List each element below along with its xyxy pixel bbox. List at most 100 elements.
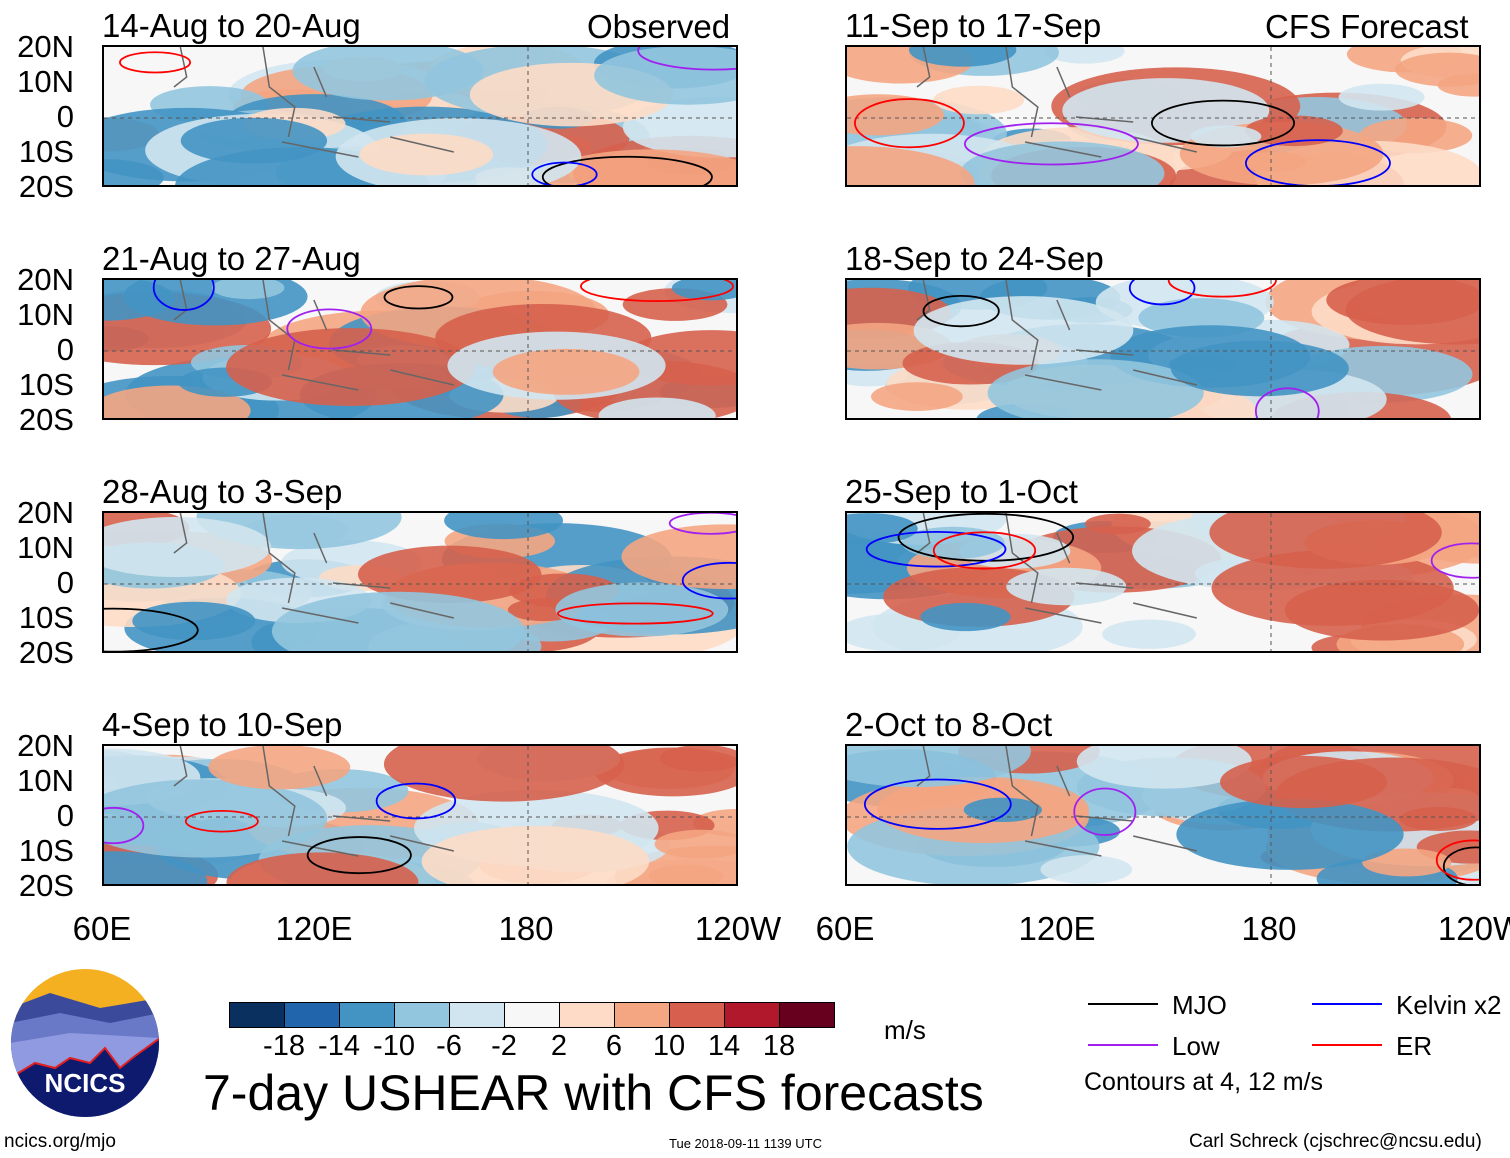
shear-anomaly-patch bbox=[1219, 755, 1388, 809]
wave-contour bbox=[1430, 542, 1479, 579]
shear-anomaly-patch bbox=[1040, 855, 1133, 884]
shear-anomaly-patch bbox=[271, 591, 525, 651]
shear-anomaly-patch bbox=[357, 545, 542, 604]
colorbar-swatch bbox=[505, 1003, 560, 1027]
map-panel bbox=[845, 45, 1481, 187]
wave-contour bbox=[637, 47, 736, 71]
lat-label: 10N bbox=[17, 64, 74, 99]
legend-line bbox=[1088, 1003, 1158, 1005]
shear-anomaly-patch bbox=[359, 133, 494, 176]
shear-anomaly-patch bbox=[104, 517, 271, 578]
lat-label: 10N bbox=[17, 530, 74, 565]
colorbar-tick: 14 bbox=[707, 1030, 741, 1062]
wave-contour bbox=[1073, 787, 1137, 836]
shear-anomaly-patch bbox=[963, 797, 1042, 823]
map-panel bbox=[845, 744, 1481, 886]
footer-url[interactable]: ncics.org/mjo bbox=[4, 1131, 116, 1152]
lon-label: 60E bbox=[72, 910, 132, 947]
shear-anomaly-patch bbox=[1170, 340, 1349, 397]
wave-contour bbox=[1151, 99, 1296, 147]
shear-anomaly-patch bbox=[444, 513, 564, 540]
coastline bbox=[916, 47, 1197, 158]
lat-label: 20S bbox=[18, 635, 74, 670]
legend-line bbox=[1088, 1044, 1158, 1046]
lat-label: 10S bbox=[18, 600, 74, 635]
shear-anomaly-patch bbox=[226, 328, 476, 407]
shear-anomaly-patch bbox=[908, 47, 1017, 67]
legend-label: ER bbox=[1396, 1031, 1433, 1061]
colorbar-units: m/s bbox=[884, 1015, 926, 1045]
shear-anomaly-patch bbox=[1362, 848, 1452, 877]
wave-contour bbox=[556, 602, 714, 625]
panel-title: 28-Aug to 3-Sep bbox=[102, 473, 343, 510]
colorbar-swatch bbox=[780, 1003, 834, 1027]
colorbar-tick: -18 bbox=[263, 1030, 305, 1062]
footer-credit: Carl Schreck (cjschrec@ncsu.edu) bbox=[1189, 1131, 1482, 1152]
shear-anomaly-patch bbox=[847, 513, 918, 545]
coastline bbox=[916, 746, 1197, 857]
shear-anomaly-patch bbox=[1084, 513, 1151, 535]
shear-anomaly-patch bbox=[1338, 83, 1425, 111]
wave-contour bbox=[932, 531, 1037, 570]
coastline bbox=[173, 513, 454, 624]
wave-contour bbox=[531, 161, 598, 185]
colorbar-swatch bbox=[670, 1003, 725, 1027]
shear-anomaly-patch bbox=[847, 746, 1031, 788]
wave-contour bbox=[1442, 846, 1479, 884]
lat-label: 0 bbox=[56, 99, 74, 134]
wave-contour bbox=[580, 280, 734, 302]
shear-anomaly-patch bbox=[871, 382, 963, 411]
lat-label: 20N bbox=[17, 495, 74, 530]
wave-contour bbox=[375, 782, 457, 820]
map-panel bbox=[845, 511, 1481, 653]
colorbar-tick: 6 bbox=[605, 1030, 623, 1062]
colorbar bbox=[229, 1002, 835, 1028]
wave-contour bbox=[152, 280, 215, 311]
shear-anomaly-patch bbox=[654, 829, 736, 859]
wave-contour bbox=[104, 806, 145, 845]
shear-anomaly-patch bbox=[292, 47, 484, 101]
lat-label: 0 bbox=[56, 332, 74, 367]
wave-contour bbox=[668, 513, 736, 535]
lat-label: 10S bbox=[18, 833, 74, 868]
wave-contour bbox=[286, 308, 373, 350]
map-panel bbox=[845, 278, 1481, 420]
lon-label: 180 bbox=[498, 910, 554, 947]
shear-anomaly-patch bbox=[1437, 74, 1479, 97]
colorbar-tick: -14 bbox=[318, 1030, 360, 1062]
logo-text: NCICS bbox=[45, 1068, 126, 1098]
wave-contour bbox=[1244, 139, 1391, 185]
shear-anomaly-patch bbox=[1244, 115, 1343, 147]
lat-label: 10S bbox=[18, 367, 74, 402]
shear-anomaly-patch bbox=[1076, 746, 1252, 789]
shear-anomaly-patch bbox=[847, 94, 945, 136]
panel-title: 2-Oct to 8-Oct bbox=[845, 706, 1053, 743]
shear-anomaly-patch bbox=[598, 397, 716, 418]
shear-anomaly-patch bbox=[1102, 619, 1196, 649]
lat-label: 10N bbox=[17, 763, 74, 798]
lon-label: 120W bbox=[694, 910, 782, 947]
observed-label: Observed bbox=[587, 8, 731, 45]
colorbar-tick: 10 bbox=[652, 1030, 686, 1062]
map-panel bbox=[102, 278, 738, 420]
colorbar-swatch bbox=[560, 1003, 615, 1027]
colorbar-swatch bbox=[285, 1003, 340, 1027]
shear-anomaly-patch bbox=[920, 602, 1011, 632]
shear-anomaly-patch bbox=[659, 746, 736, 772]
wave-contour bbox=[104, 607, 199, 651]
shear-anomaly-patch bbox=[1209, 513, 1442, 569]
wave-contour bbox=[1254, 387, 1320, 418]
lat-label: 20S bbox=[18, 868, 74, 903]
colorbar-swatch bbox=[395, 1003, 450, 1027]
lat-label: 20N bbox=[17, 29, 74, 64]
lat-label: 0 bbox=[56, 798, 74, 833]
panel-title: 18-Sep to 24-Sep bbox=[845, 240, 1104, 277]
lon-label: 120E bbox=[275, 910, 353, 947]
lat-label: 20N bbox=[17, 262, 74, 297]
colorbar-tick: 2 bbox=[550, 1030, 568, 1062]
wave-contour bbox=[854, 98, 965, 149]
shear-anomaly-patch bbox=[383, 746, 625, 802]
map-panel bbox=[102, 511, 738, 653]
shear-anomaly-patch bbox=[960, 141, 1165, 185]
